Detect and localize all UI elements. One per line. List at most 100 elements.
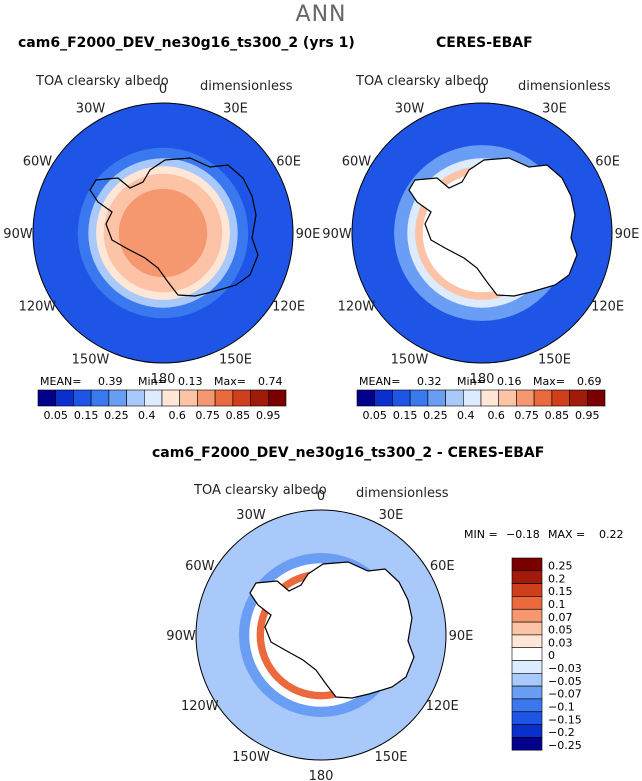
colorbar-swatch — [250, 389, 269, 407]
colorbar-tick-label: 0.95 — [575, 409, 600, 422]
longitude-label: 30W — [76, 101, 106, 116]
panel1-title: cam6_F2000_DEV_ne30g16_ts300_2 (yrs 1) — [18, 35, 355, 51]
colorbar-swatch — [267, 389, 287, 407]
max-label: Max= — [533, 375, 565, 388]
units-label: dimensionless — [200, 79, 293, 94]
colorbar-swatch — [232, 389, 251, 407]
colorbar-swatch — [480, 389, 500, 407]
max-label: Max= — [214, 375, 246, 388]
colorbar-swatch — [511, 608, 543, 623]
min-label: MIN = — [464, 528, 498, 541]
longitude-label: 180 — [151, 372, 176, 387]
colorbar-swatch — [126, 389, 145, 407]
colorbar-tick-label: 0.6 — [487, 409, 505, 422]
longitude-label: 120W — [338, 300, 376, 315]
mean-label: MEAN= — [40, 375, 81, 388]
colorbar-tick-label: −0.1 — [548, 701, 575, 714]
longitude-label: 60W — [185, 559, 215, 574]
colorbar-swatch — [108, 389, 127, 407]
colorbar-swatch — [511, 583, 543, 597]
variable-label: TOA clearsky albedo — [193, 483, 327, 498]
colorbar-swatch — [462, 389, 482, 407]
longitude-label: 60W — [342, 155, 372, 170]
colorbar-tick-label: 0.05 — [43, 409, 68, 422]
longitude-label: 90W — [322, 227, 352, 242]
longitude-label: 90E — [296, 227, 321, 242]
colorbar-swatch — [55, 389, 74, 407]
longitude-label: 60W — [23, 155, 53, 170]
colorbar-swatch — [511, 660, 543, 674]
longitude-label: 150E — [374, 750, 407, 765]
min-value: 0.13 — [178, 375, 203, 388]
longitude-label: 90E — [449, 629, 474, 644]
longitude-label: 90E — [615, 227, 640, 242]
mean-label: MEAN= — [359, 375, 400, 388]
colorbar-tick-label: 0.15 — [393, 409, 418, 422]
longitude-label: 60E — [430, 559, 455, 574]
colorbar-swatch — [511, 711, 543, 725]
colorbar-swatch — [197, 389, 216, 407]
map-border — [351, 102, 613, 364]
colorbar-tick-label: 0.05 — [362, 409, 387, 422]
colorbar-swatch — [498, 389, 517, 407]
min-value: 0.16 — [497, 375, 522, 388]
colorbar-swatch — [37, 389, 57, 407]
latitude-band — [118, 188, 208, 278]
longitude-label: 150W — [72, 353, 110, 368]
units-label: dimensionless — [518, 79, 611, 94]
colorbar-tick-label: 0.2 — [548, 572, 566, 585]
variable-label: TOA clearsky albedo — [35, 74, 169, 89]
colorbar-swatch — [511, 621, 543, 636]
variable-label: TOA clearsky albedo — [355, 74, 489, 89]
mean-value: 0.32 — [417, 375, 442, 388]
colorbar-swatch — [90, 389, 110, 407]
colorbar-tick-label: 0.07 — [548, 611, 573, 624]
colorbar-tick-label: 0.95 — [256, 409, 281, 422]
longitude-label: 30W — [395, 101, 425, 116]
colorbar-swatch — [586, 389, 606, 407]
colorbar-swatch — [511, 557, 543, 572]
longitude-label: 120E — [272, 300, 305, 315]
antarctica-outline — [89, 157, 259, 297]
panel3-title: cam6_F2000_DEV_ne30g16_ts300_2 - CERES-E… — [152, 445, 545, 461]
colorbar-tick-label: 0.4 — [457, 409, 475, 422]
colorbar-swatch — [356, 389, 376, 407]
colorbar-swatch — [511, 698, 543, 713]
colorbar-swatch — [409, 389, 429, 407]
max-value: 0.74 — [258, 375, 283, 388]
colorbar-swatch — [533, 389, 553, 407]
colorbar-swatch — [179, 389, 198, 407]
panel2-map: TOA clearsky albedo dimensionless 0 30E 60… — [322, 74, 639, 422]
longitude-label: 30E — [542, 101, 567, 116]
min-label: Min= — [457, 375, 486, 388]
colorbar-swatch — [511, 596, 543, 610]
longitude-label: 0 — [317, 489, 325, 504]
colorbar-tick-label: −0.07 — [548, 688, 582, 701]
colorbar-swatch — [392, 389, 411, 407]
longitude-label: 150W — [232, 750, 270, 765]
colorbar-tick-label: −0.05 — [548, 675, 582, 688]
colorbar-tick-label: −0.15 — [548, 713, 582, 726]
longitude-label: 90W — [3, 227, 33, 242]
colorbar-swatch — [214, 389, 234, 407]
longitude-label: 0 — [159, 82, 167, 97]
longitude-label: 150W — [391, 353, 429, 368]
panel1-map: TOA clearsky albedo dimensionless 0 30E 60… — [3, 74, 320, 422]
colorbar-swatch — [511, 737, 543, 751]
colorbar-tick-label: 0.85 — [545, 409, 570, 422]
colorbar-swatch — [511, 647, 543, 661]
map-border — [32, 102, 294, 364]
longitude-label: 120E — [426, 699, 459, 714]
colorbar-tick-label: −0.03 — [548, 662, 582, 675]
page-title: ANN — [295, 2, 347, 27]
colorbar-swatch — [569, 389, 588, 407]
colorbar-swatch — [427, 389, 446, 407]
colorbar-swatch — [511, 672, 543, 687]
longitude-label: 90W — [166, 629, 196, 644]
max-value: 0.69 — [577, 375, 602, 388]
panel3-map: TOA clearsky albedo dimensionless 0 30E 60… — [166, 483, 623, 781]
longitude-label: 0 — [478, 82, 486, 97]
longitude-label: 30W — [236, 508, 266, 523]
longitude-label: 120W — [19, 300, 57, 315]
longitude-label: 180 — [470, 372, 495, 387]
